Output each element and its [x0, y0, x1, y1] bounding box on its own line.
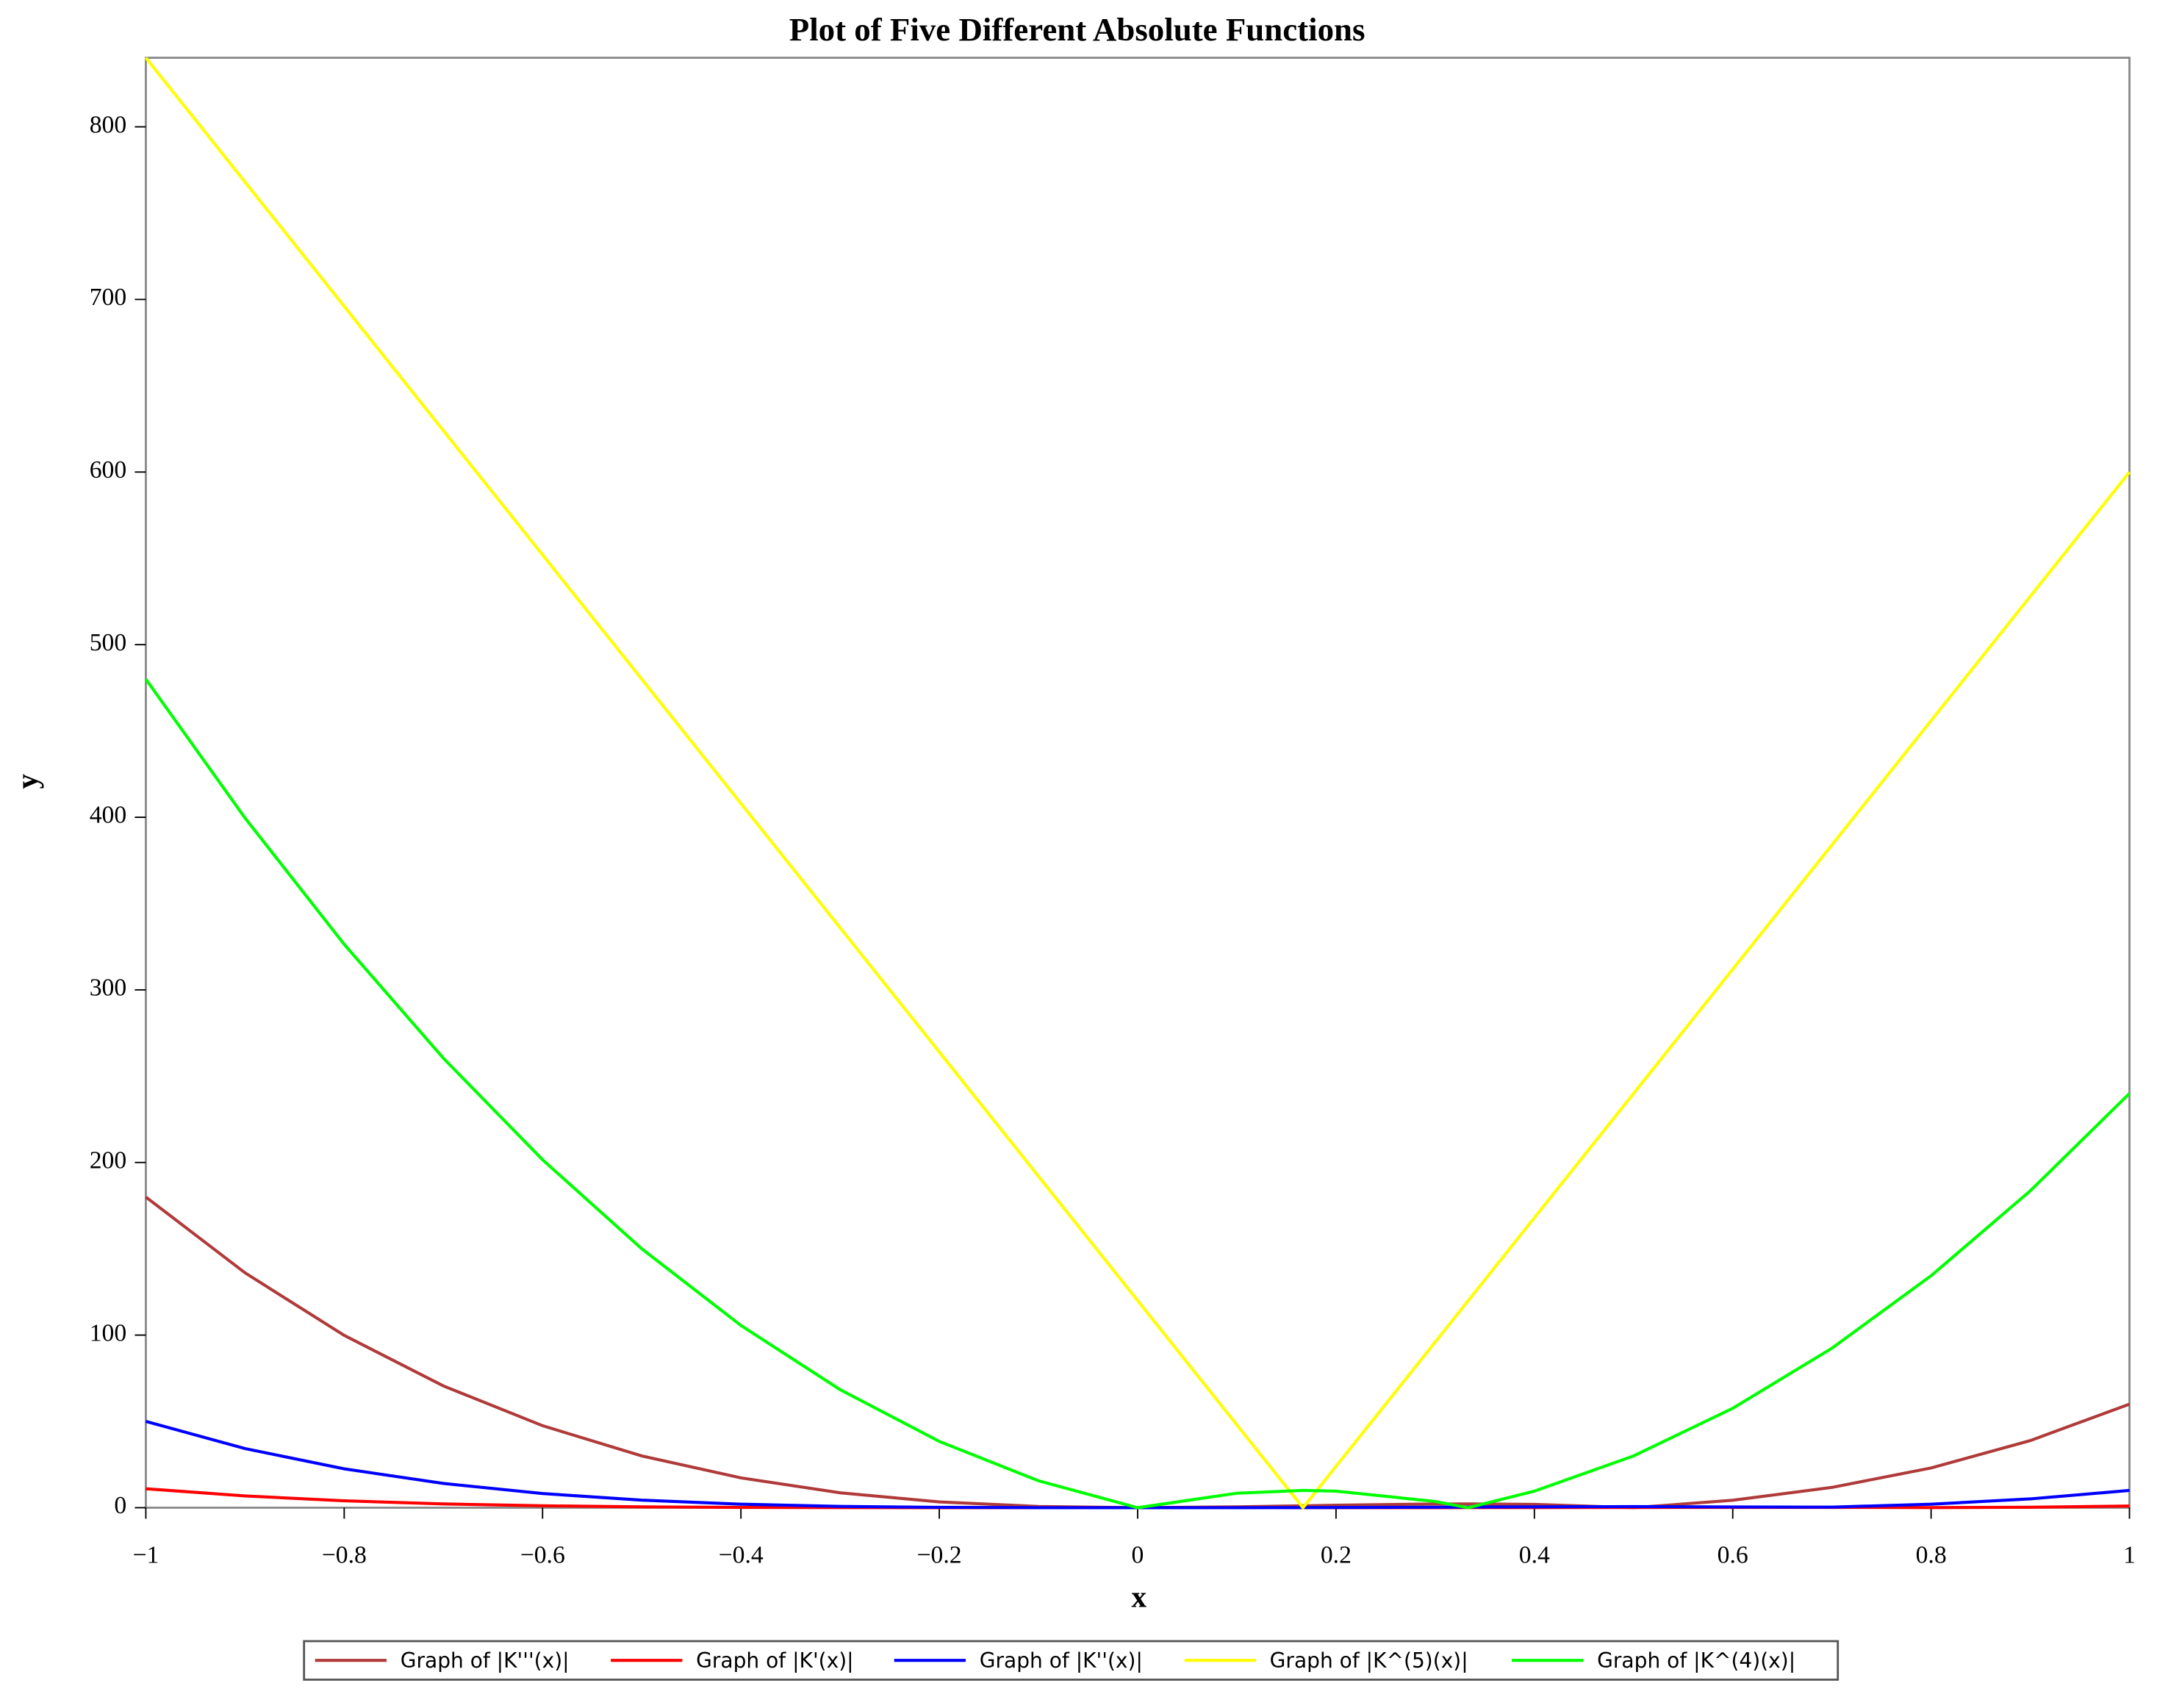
x-tick-label: −0.2: [917, 1542, 962, 1569]
legend-label: Graph of |K^(4)(x)|: [1597, 1648, 1795, 1673]
legend-label: Graph of |K'(x)|: [696, 1648, 854, 1673]
x-tick-label: 0.6: [1718, 1542, 1748, 1569]
x-axis-label: x: [1132, 1579, 1147, 1613]
y-tick-label: 0: [114, 1492, 126, 1519]
plot-frame: [145, 57, 2131, 1509]
x-tick-label: −0.8: [322, 1542, 367, 1569]
y-tick-label: 500: [90, 629, 127, 656]
y-tick-label: 700: [90, 284, 127, 311]
x-tick-label: 0.4: [1519, 1542, 1550, 1569]
y-tick-label: 300: [90, 975, 127, 1002]
legend-box: [303, 1640, 1840, 1681]
x-tick-label: 0.8: [1916, 1542, 1947, 1569]
y-tick-label: 400: [90, 802, 127, 829]
x-tick-label: 0.2: [1321, 1542, 1352, 1569]
series-line: [145, 1420, 2130, 1510]
x-tick-label: −0.4: [719, 1542, 764, 1569]
x-tick-label: 1: [2123, 1542, 2136, 1569]
chart-title: Plot of Five Different Absolute Function…: [789, 11, 1365, 48]
x-tick-label: −0.6: [520, 1542, 565, 1569]
series-line: [146, 1487, 2130, 1510]
legend-label: Graph of |K^(5)(x)|: [1270, 1648, 1468, 1673]
y-tick-label: 100: [90, 1319, 127, 1346]
legend-label: Graph of |K'''(x)|: [401, 1648, 570, 1673]
y-tick-label: 200: [90, 1147, 127, 1174]
x-tick-label: 0: [1132, 1542, 1144, 1569]
y-tick-label: 600: [90, 456, 127, 484]
series-line: [144, 57, 2131, 1510]
series-line: [145, 1196, 2131, 1510]
x-tick-label: −1: [133, 1542, 159, 1569]
series-line: [144, 678, 2131, 1510]
legend-label: Graph of |K''(x)|: [980, 1648, 1143, 1673]
y-tick-label: 800: [90, 111, 127, 138]
y-axis-label: y: [10, 773, 44, 789]
